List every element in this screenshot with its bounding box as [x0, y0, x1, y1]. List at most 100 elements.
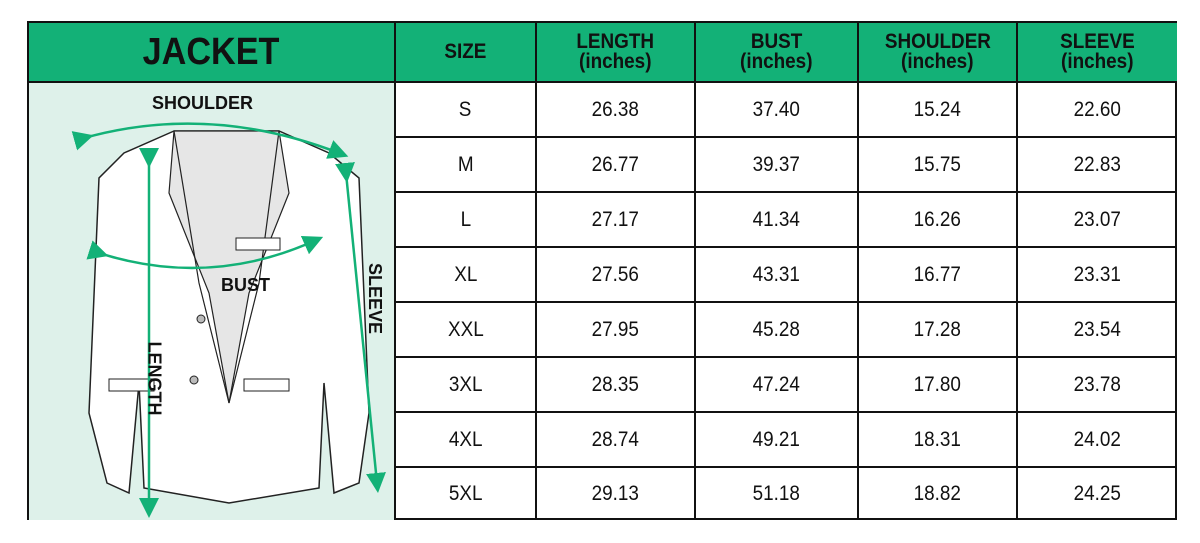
cell-value: 5XL: [448, 482, 483, 505]
measurement-cell: 22.83: [1018, 136, 1177, 191]
cell-value: 37.40: [752, 97, 801, 121]
cell-value: 22.83: [1073, 152, 1122, 176]
cell-value: L: [460, 207, 471, 231]
cell-value: 41.34: [752, 207, 801, 231]
sleeve-label: SLEEVE: [365, 262, 386, 335]
header-label: SLEEVE: [1060, 30, 1135, 53]
measurement-cell: 15.24: [859, 81, 1018, 136]
measurement-cell: 37.40: [696, 81, 859, 136]
size-cell: 5XL: [396, 466, 537, 520]
measurement-cell: 23.78: [1018, 356, 1177, 411]
cell-value: 23.54: [1073, 317, 1122, 341]
cell-value: 17.80: [913, 372, 962, 396]
cell-value: 39.37: [752, 152, 801, 176]
measurement-cell: 47.24: [696, 356, 859, 411]
measurement-cell: 45.28: [696, 301, 859, 356]
measurement-cell: 18.31: [859, 411, 1018, 466]
measurement-cell: 43.31: [696, 246, 859, 301]
cell-value: 27.56: [591, 262, 640, 286]
cell-value: 27.17: [591, 207, 640, 231]
header-size: SIZE: [396, 23, 537, 81]
measurement-cell: 41.34: [696, 191, 859, 246]
measurement-cell: 27.17: [537, 191, 696, 246]
measurement-cell: 26.38: [537, 81, 696, 136]
cell-value: 4XL: [448, 427, 483, 451]
measurement-cell: 22.60: [1018, 81, 1177, 136]
shoulder-label: SHOULDER: [152, 93, 254, 113]
cell-value: XL: [453, 262, 478, 286]
cell-value: 18.82: [913, 482, 962, 505]
cell-value: 43.31: [752, 262, 801, 286]
size-cell: M: [396, 136, 537, 191]
header-unit: (inches): [740, 50, 813, 73]
measurement-cell: 17.80: [859, 356, 1018, 411]
bust-label: BUST: [221, 275, 270, 295]
measurement-cell: 28.74: [537, 411, 696, 466]
header-label: SIZE: [444, 40, 487, 63]
cell-value: 28.74: [591, 427, 640, 451]
cell-value: 51.18: [752, 482, 801, 505]
cell-value: 47.24: [752, 372, 801, 396]
cell-value: 26.38: [591, 97, 640, 121]
size-cell: S: [396, 81, 537, 136]
cell-value: 3XL: [448, 372, 483, 396]
cell-value: 49.21: [752, 427, 801, 451]
cell-value: M: [457, 152, 474, 176]
cell-value: 23.78: [1073, 372, 1122, 396]
measurement-cell: 16.26: [859, 191, 1018, 246]
measurement-cell: 51.18: [696, 466, 859, 520]
size-cell: 4XL: [396, 411, 537, 466]
header-bust: BUST (inches): [696, 23, 859, 81]
measurement-cell: 49.21: [696, 411, 859, 466]
cell-value: 45.28: [752, 317, 801, 341]
cell-value: 23.07: [1073, 207, 1122, 231]
cell-value: 27.95: [591, 317, 640, 341]
cell-value: S: [459, 97, 472, 121]
measurement-cell: 39.37: [696, 136, 859, 191]
cell-value: 26.77: [591, 152, 640, 176]
header-length: LENGTH (inches): [537, 23, 696, 81]
bust-arrow: [86, 235, 324, 270]
measurement-cell: 15.75: [859, 136, 1018, 191]
header-unit: (inches): [579, 50, 652, 73]
title-text: JACKET: [143, 31, 280, 73]
measurement-cell: 23.31: [1018, 246, 1177, 301]
size-cell: 3XL: [396, 356, 537, 411]
measurement-cell: 18.82: [859, 466, 1018, 520]
sleeve-arrow: [335, 162, 386, 493]
cell-value: 15.24: [913, 97, 962, 121]
measurement-cell: 17.28: [859, 301, 1018, 356]
cell-value: 15.75: [913, 152, 962, 176]
header-shoulder: SHOULDER (inches): [859, 23, 1018, 81]
length-label: LENGTH: [144, 341, 165, 416]
cell-value: 24.25: [1073, 482, 1122, 505]
size-cell: XXL: [396, 301, 537, 356]
jacket-diagram: SHOULDER BUST LENGTH SLEEVE: [29, 81, 396, 520]
header-label: SHOULDER: [884, 30, 991, 53]
size-cell: L: [396, 191, 537, 246]
header-unit: (inches): [901, 50, 974, 73]
cell-value: 29.13: [591, 482, 640, 505]
cell-value: 17.28: [913, 317, 962, 341]
jacket-title: JACKET: [29, 23, 396, 81]
header-unit: (inches): [1061, 50, 1134, 73]
size-cell: XL: [396, 246, 537, 301]
size-chart: JACKET SHOULDER BUST LENGTH SLEEVE SIZE L…: [27, 21, 1177, 520]
measurement-cell: 24.25: [1018, 466, 1177, 520]
measurement-cell: 28.35: [537, 356, 696, 411]
cell-value: 22.60: [1073, 97, 1122, 121]
header-sleeve: SLEEVE (inches): [1018, 23, 1177, 81]
measurement-cell: 23.07: [1018, 191, 1177, 246]
measurement-cell: 16.77: [859, 246, 1018, 301]
cell-value: XXL: [447, 317, 484, 341]
header-label: BUST: [750, 30, 803, 53]
jacket-illustration: [71, 122, 386, 518]
cell-value: 28.35: [591, 372, 640, 396]
cell-value: 23.31: [1073, 262, 1122, 286]
cell-value: 18.31: [913, 427, 962, 451]
measurement-cell: 26.77: [537, 136, 696, 191]
measurement-cell: 24.02: [1018, 411, 1177, 466]
cell-value: 16.26: [913, 207, 962, 231]
measurement-cell: 27.56: [537, 246, 696, 301]
cell-value: 24.02: [1073, 427, 1122, 451]
